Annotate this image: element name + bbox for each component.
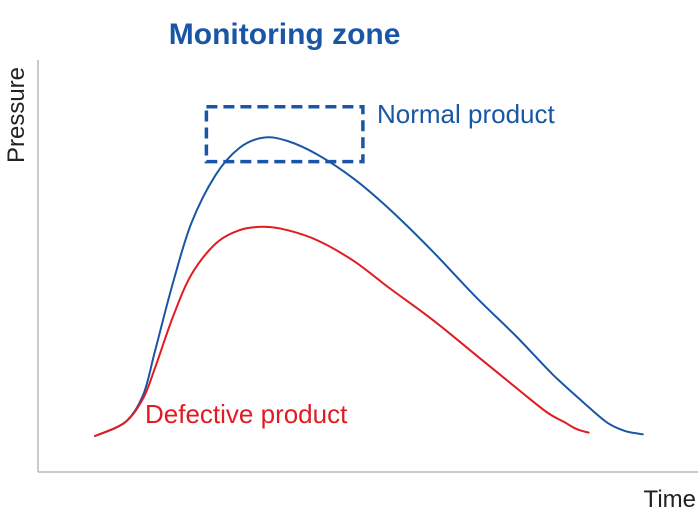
annotation-layer: Monitoring zone <box>169 18 401 164</box>
x-axis-label: Time <box>644 486 696 513</box>
series-label-normal-product: Normal product <box>377 99 556 129</box>
series-line-defective-product <box>94 225 590 437</box>
series-label-defective-product: Defective product <box>145 399 348 429</box>
monitoring-zone-box <box>204 104 365 164</box>
series-line-normal-product <box>94 136 644 437</box>
series-layer: Normal product Defective product <box>94 99 644 437</box>
monitoring-zone-label: Monitoring zone <box>169 18 401 51</box>
y-axis-label: Pressure <box>3 67 30 163</box>
